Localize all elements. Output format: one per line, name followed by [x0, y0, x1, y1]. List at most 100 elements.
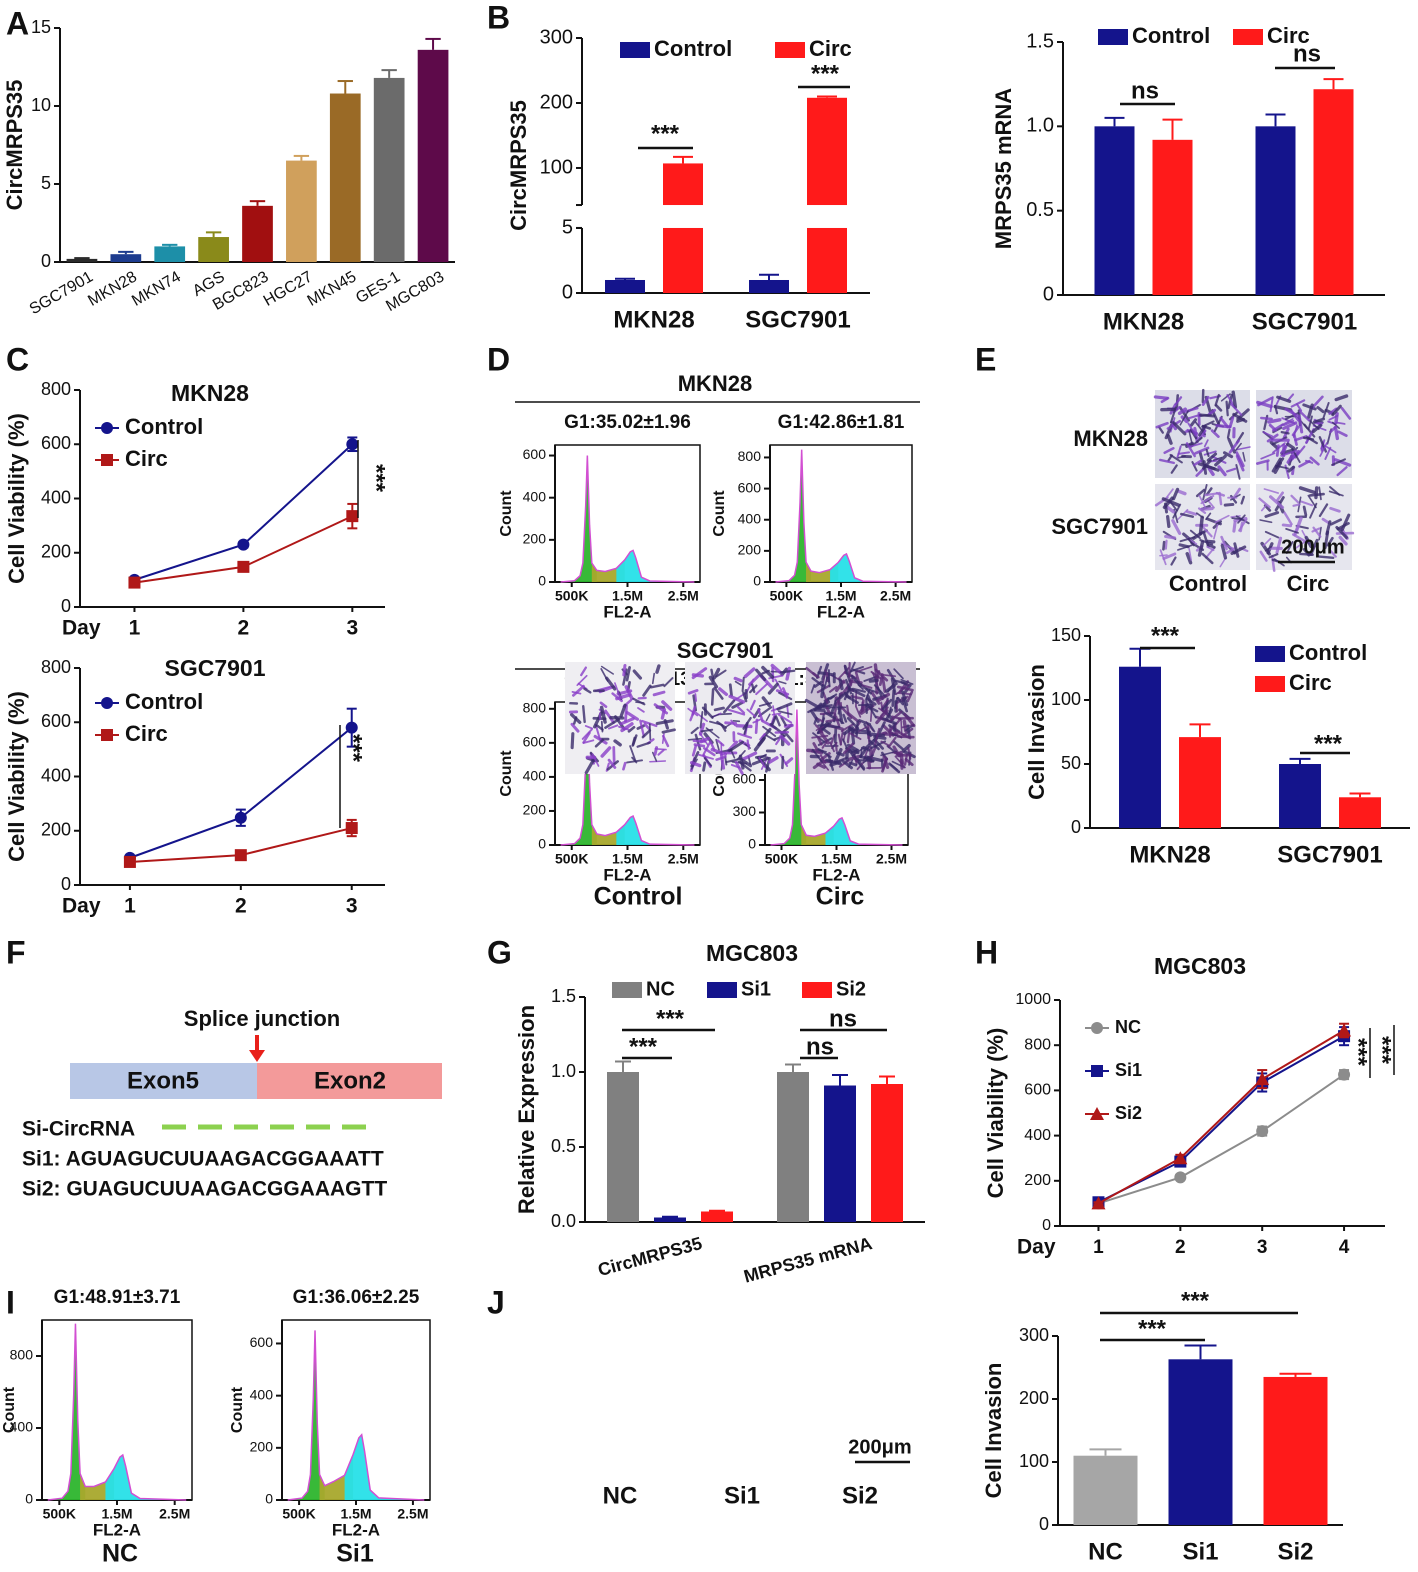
cell-stain	[1204, 492, 1219, 497]
cell-stain	[758, 756, 766, 769]
cell-stain	[1164, 539, 1168, 550]
cell-stain	[761, 665, 775, 679]
cell-stain	[1290, 494, 1300, 504]
panel-label: F	[6, 934, 26, 970]
y-tick-label: 0.5	[1026, 199, 1054, 221]
y-tick-label: 0	[562, 281, 573, 303]
cell-stain	[778, 710, 793, 716]
junction-label: Splice junction	[184, 1006, 340, 1031]
y-tick-label: 1.0	[1026, 115, 1054, 137]
bar	[1119, 666, 1161, 828]
y-tick-label: 0	[538, 836, 546, 852]
cell-stain	[892, 740, 904, 751]
cell-stain	[865, 704, 879, 713]
legend-swatch	[1233, 29, 1263, 45]
cell-stain	[1185, 510, 1198, 516]
x-tick-label: MKN28	[1129, 841, 1210, 868]
cell-stain	[1281, 523, 1293, 528]
y-axis-label: Cell Viability (%)	[4, 691, 29, 862]
cell-stain	[1306, 436, 1318, 445]
cell-stain	[1179, 410, 1189, 426]
bar	[1168, 1359, 1233, 1525]
cell-stain	[1188, 548, 1192, 561]
cell-stain	[843, 665, 852, 683]
cell-stain	[1218, 491, 1223, 506]
x-tick-label: 1.5M	[340, 1506, 371, 1522]
cell-stain	[1193, 459, 1203, 467]
cell-stain	[1328, 414, 1339, 421]
cell-stain	[1282, 421, 1298, 431]
significance-label: ***	[629, 1033, 658, 1060]
cell-stain	[1316, 406, 1325, 414]
cell-stain	[1207, 466, 1215, 477]
chart-title: G1:35.02±1.96	[564, 412, 691, 433]
y-tick-label: 10	[31, 95, 51, 115]
cell-stain	[1337, 430, 1348, 438]
y-axis-label: Cell Invasion	[981, 1363, 1006, 1499]
cell-stain	[1195, 488, 1206, 498]
cell-stain	[849, 665, 865, 673]
cell-stain	[1162, 540, 1166, 551]
cell-stain	[757, 708, 764, 722]
cell-stain	[1198, 515, 1204, 535]
cell-stain	[1236, 408, 1250, 421]
cell-stain	[725, 757, 743, 763]
y-tick-label: 300	[1019, 1325, 1049, 1345]
x-tick-label: 2	[1175, 1237, 1186, 1258]
cell-stain	[700, 728, 714, 733]
cell-stain	[741, 676, 745, 693]
cell-stain	[1166, 434, 1173, 445]
cell-stain	[1201, 552, 1214, 565]
cell-stain	[1226, 428, 1231, 439]
cell-stain	[1200, 506, 1214, 511]
y-tick-label: 600	[738, 479, 762, 495]
cell-stain	[1338, 535, 1348, 546]
cell-stain	[1259, 550, 1268, 562]
cell-stain	[1309, 502, 1318, 519]
cell-stain	[866, 732, 886, 738]
cell-stain	[1304, 535, 1313, 549]
condition-label: Circ	[816, 883, 865, 911]
y-axis-label: Count	[711, 490, 728, 537]
x-tick-label: MKN28	[613, 306, 694, 333]
exon-label: Exon5	[127, 1067, 199, 1094]
cell-stain	[1200, 524, 1213, 538]
cell-stain	[1299, 552, 1314, 556]
cell-stain	[858, 704, 867, 714]
cell-stain	[608, 724, 619, 730]
y-axis-label: Relative Expression	[514, 1005, 539, 1214]
cell-stain	[1199, 413, 1216, 418]
legend-label: Control	[654, 36, 732, 61]
bar	[110, 254, 142, 262]
cell-stain	[862, 754, 874, 764]
cell-stain	[1267, 418, 1282, 424]
cell-stain	[850, 674, 862, 688]
legend-label: Si2	[1115, 1103, 1142, 1123]
x-tick-label: 1	[129, 617, 141, 640]
cell-stain	[1227, 437, 1236, 454]
y-tick-label: 50	[1061, 753, 1081, 773]
cell-stain	[1270, 554, 1276, 572]
cell-stain	[893, 679, 906, 685]
cell-stain	[1188, 430, 1193, 445]
x-tick-label: MKN28	[1103, 308, 1184, 335]
legend-marker	[1091, 1022, 1103, 1034]
x-tick-label: 3	[346, 895, 358, 918]
cell-stain	[854, 671, 861, 685]
y-axis-label: Count	[229, 1386, 246, 1433]
cell-stain	[1176, 445, 1182, 459]
cell-stain	[1235, 454, 1245, 472]
bar	[417, 49, 449, 263]
cell-stain	[830, 733, 836, 745]
cell-stain	[731, 760, 748, 765]
cell-stain	[614, 682, 621, 697]
cell-stain	[1210, 429, 1220, 438]
cell-stain	[771, 712, 782, 716]
panel-label: B	[487, 0, 510, 35]
row-label: SGC7901	[1051, 514, 1148, 539]
significance-label: ***	[1181, 1287, 1210, 1314]
bar	[824, 1085, 856, 1222]
cell-stain	[873, 684, 886, 697]
cell-stain	[691, 744, 698, 757]
cell-stain	[1290, 409, 1300, 422]
